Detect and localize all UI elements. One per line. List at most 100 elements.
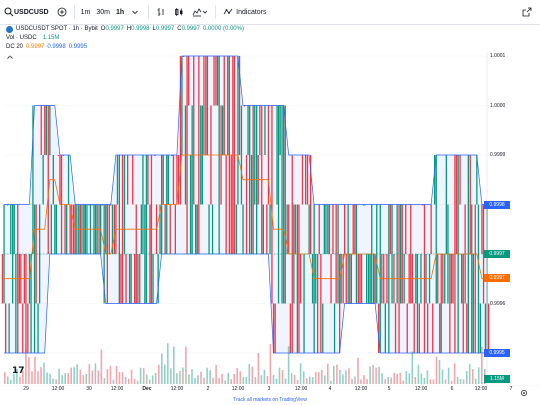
volume-bar xyxy=(432,379,435,384)
volume-bar xyxy=(459,378,462,384)
candle xyxy=(134,254,136,304)
volume-bar xyxy=(462,379,465,384)
ohlc-low-label: L xyxy=(152,26,156,32)
volume-bar xyxy=(103,378,106,384)
compare-button[interactable] xyxy=(53,0,71,24)
candle xyxy=(132,155,134,205)
candle xyxy=(105,204,107,254)
volume-bar xyxy=(293,374,296,384)
volume-bar xyxy=(339,369,341,384)
legend-dc-row: DC 20 0.9997 0.9998 0.9995 xyxy=(6,43,244,52)
bar-style-button[interactable] xyxy=(152,0,170,24)
tradingview-logo-icon: 𝟭𝟳 xyxy=(12,366,25,376)
interval-dropdown[interactable] xyxy=(127,0,145,24)
candle xyxy=(284,105,286,304)
time-tick-label: 29 xyxy=(23,386,29,392)
candle xyxy=(213,56,215,106)
symbol-search[interactable]: USDCUSD xyxy=(0,0,53,24)
candle xyxy=(15,254,17,353)
candle xyxy=(30,254,32,353)
candle xyxy=(39,204,41,304)
candle xyxy=(235,204,237,254)
legend-main-row: USDCUSDT SPOT · 1h · Bybit O 0.9997 H 0.99… xyxy=(6,25,244,34)
candle xyxy=(322,303,324,353)
interval-1m[interactable]: 1m xyxy=(80,8,91,16)
time-axis-settings-button[interactable] xyxy=(520,384,528,396)
price-chart[interactable] xyxy=(0,52,540,386)
volume-bar xyxy=(474,378,477,384)
footer-link[interactable]: Track all markets on TradingView xyxy=(233,397,307,403)
candle xyxy=(281,105,283,304)
time-tick-label: 12:00 xyxy=(170,386,184,392)
candle xyxy=(374,254,376,304)
volume-bar xyxy=(435,356,438,384)
candles-style-button[interactable] xyxy=(170,0,188,24)
candle xyxy=(171,155,173,156)
candle xyxy=(203,56,205,155)
indicators-button[interactable]: Indicators xyxy=(219,0,270,24)
interval-1h[interactable]: 1h xyxy=(115,8,125,16)
price-tick-label: 1.0001 xyxy=(490,53,506,59)
volume-bar xyxy=(10,379,12,384)
candle xyxy=(459,155,461,205)
candle xyxy=(223,56,225,155)
candle xyxy=(345,254,347,304)
candle xyxy=(127,155,129,205)
candle xyxy=(369,254,371,304)
candle xyxy=(113,204,115,254)
interval-30m[interactable]: 30m xyxy=(96,8,110,16)
candle xyxy=(67,155,70,205)
price-tick-label: 1.0000 xyxy=(490,102,506,109)
volume-bar xyxy=(70,367,72,384)
candle xyxy=(289,303,291,353)
volume-bar xyxy=(399,372,402,384)
volume-bar xyxy=(363,375,365,384)
volume-bar xyxy=(139,367,142,384)
volume-bar xyxy=(185,346,187,384)
legend-title: USDCUSDT SPOT · 1h · Bybit xyxy=(16,26,98,32)
area-style-button[interactable] xyxy=(188,0,212,24)
volume-bar xyxy=(197,375,199,384)
volume-bar xyxy=(453,363,456,384)
candle xyxy=(434,155,436,205)
time-tick-label: 12:00 xyxy=(110,386,124,392)
candle xyxy=(335,204,337,304)
candle xyxy=(59,155,61,205)
candle xyxy=(12,204,14,304)
volume-bar xyxy=(369,366,371,384)
volume-bar xyxy=(130,369,133,384)
candle xyxy=(71,204,73,254)
ohlc-low: 0.9997 xyxy=(155,26,175,32)
candle xyxy=(437,254,439,304)
volume-bar xyxy=(209,370,211,384)
last-price-tag: 0.9997 xyxy=(484,250,510,258)
plus-circle-icon xyxy=(57,7,67,17)
chevron-down-icon xyxy=(202,7,208,17)
volume-bar xyxy=(471,369,474,384)
candle xyxy=(298,204,300,353)
volume-bar xyxy=(324,375,326,384)
candle xyxy=(442,254,444,304)
volume-bar xyxy=(311,377,314,384)
volume-bar xyxy=(477,367,480,384)
open-external-button[interactable] xyxy=(518,0,540,24)
candle xyxy=(342,254,344,304)
tradingview-logo[interactable]: 𝟭𝟳 xyxy=(12,366,25,376)
volume-bar xyxy=(321,369,323,384)
volume-bar xyxy=(272,375,275,384)
volume-bar xyxy=(429,379,432,384)
volume-bar xyxy=(366,379,368,384)
volume-bar xyxy=(215,364,217,384)
candle xyxy=(108,204,110,254)
volume-bar xyxy=(336,364,338,384)
candle xyxy=(49,105,51,155)
toolbar-divider xyxy=(215,5,217,19)
candle xyxy=(317,254,319,353)
candle xyxy=(1,254,4,304)
volume-bar xyxy=(354,376,356,384)
volume-bar xyxy=(269,344,272,384)
candle xyxy=(159,204,161,254)
candle xyxy=(327,204,329,254)
candle xyxy=(44,105,46,155)
volume-bar xyxy=(481,347,483,384)
